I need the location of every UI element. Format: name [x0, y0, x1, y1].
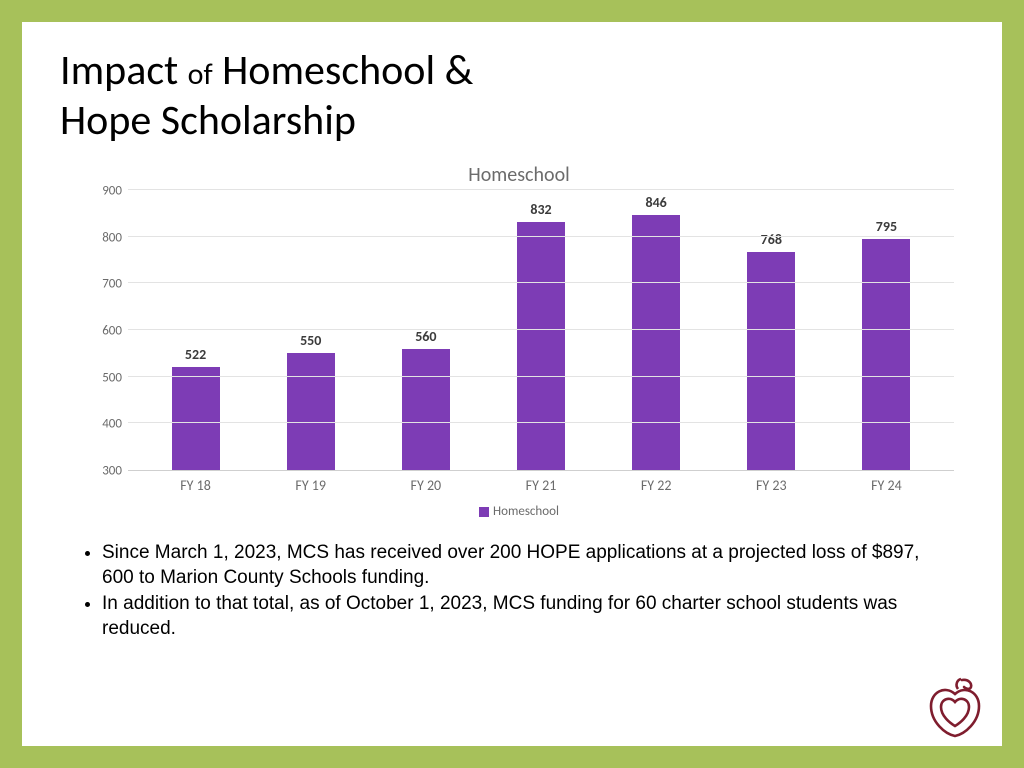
bar-slot: 522 [138, 191, 253, 470]
bar-slot: 768 [714, 191, 829, 470]
apple-heart-logo [926, 676, 984, 740]
gridline [128, 282, 954, 283]
bar [402, 349, 450, 470]
slide-content: Impact of Homeschool & Hope Scholarship … [22, 22, 1002, 746]
y-tick-label: 500 [102, 370, 122, 385]
y-tick-label: 400 [102, 417, 122, 432]
legend-label: Homeschool [493, 504, 559, 519]
bullet-item: In addition to that total, as of October… [102, 592, 954, 641]
legend-swatch [479, 507, 489, 517]
bar-slot: 832 [483, 191, 598, 470]
plot-area: 522 550 560 832 846 768 795 [128, 191, 954, 471]
bullet-list: Since March 1, 2023, MCS has received ov… [60, 541, 964, 642]
x-tick-label: FY 21 [483, 477, 598, 494]
bar-chart: 300400500600700800900 522550560832846768… [84, 191, 954, 471]
chart-legend: Homeschool [84, 504, 954, 519]
x-tick-label: FY 24 [829, 477, 944, 494]
title-line2: Hope Scholarship [60, 95, 356, 146]
x-tick-label: FY 23 [714, 477, 829, 494]
bar [517, 222, 565, 470]
y-tick-label: 600 [102, 324, 122, 339]
x-tick-label: FY 22 [599, 477, 714, 494]
bar-value-label: 768 [761, 231, 782, 248]
gridline [128, 189, 954, 190]
bar [172, 367, 220, 471]
y-tick-label: 300 [102, 464, 122, 479]
page-title: Impact of Homeschool & Hope Scholarship [60, 46, 964, 145]
bar-value-label: 795 [876, 218, 897, 235]
bar [862, 239, 910, 470]
bullet-item: Since March 1, 2023, MCS has received ov… [102, 541, 954, 590]
bar-value-label: 832 [530, 201, 551, 218]
gridline [128, 376, 954, 377]
bar-slot: 795 [829, 191, 944, 470]
chart-container: Homeschool 300400500600700800900 5225505… [60, 163, 964, 519]
bar-slot: 846 [599, 191, 714, 470]
bar-value-label: 550 [300, 332, 321, 349]
bar-slot: 550 [253, 191, 368, 470]
slide-frame: Impact of Homeschool & Hope Scholarship … [0, 0, 1024, 768]
bar-value-label: 560 [415, 328, 436, 345]
title-part3: Homeschool & [222, 45, 473, 96]
title-part1: Impact [60, 45, 178, 96]
bars-group: 522 550 560 832 846 768 795 [128, 191, 954, 470]
gridline [128, 422, 954, 423]
x-axis: FY 18FY 19FY 20FY 21FY 22FY 23FY 24 [128, 471, 954, 494]
gridline [128, 329, 954, 330]
y-tick-label: 900 [102, 184, 122, 199]
bar-value-label: 522 [185, 346, 206, 363]
bar-value-label: 846 [645, 194, 666, 211]
y-axis: 300400500600700800900 [84, 191, 128, 471]
x-tick-label: FY 19 [253, 477, 368, 494]
y-tick-label: 700 [102, 277, 122, 292]
x-tick-label: FY 18 [138, 477, 253, 494]
title-part2: of [188, 56, 213, 93]
y-tick-label: 800 [102, 230, 122, 245]
chart-title: Homeschool [84, 163, 954, 187]
bar [632, 215, 680, 470]
bar [287, 353, 335, 470]
gridline [128, 236, 954, 237]
bar-slot: 560 [368, 191, 483, 470]
bar [747, 252, 795, 470]
x-tick-label: FY 20 [368, 477, 483, 494]
